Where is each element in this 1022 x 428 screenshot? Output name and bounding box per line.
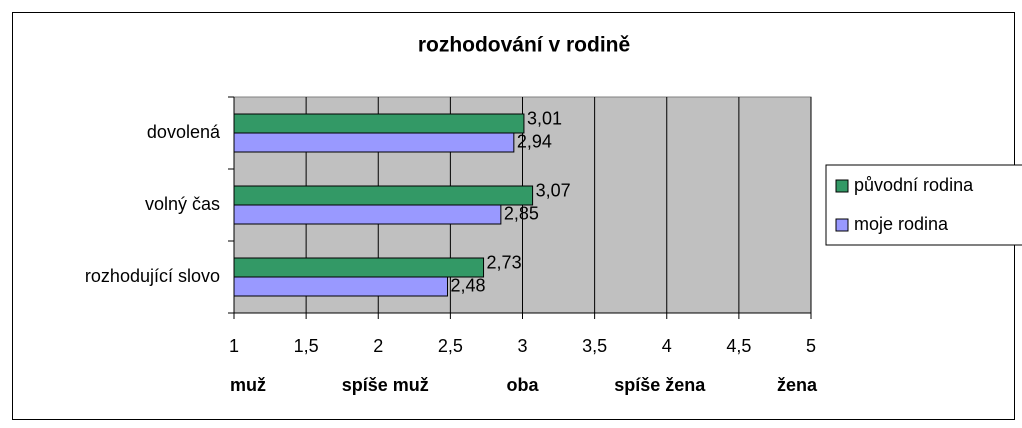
x-tick-label: 1,5 xyxy=(294,336,319,356)
x-axis-label: žena xyxy=(777,375,818,395)
x-axis-label: spíše muž xyxy=(342,375,429,395)
x-tick-label: 4,5 xyxy=(726,336,751,356)
legend-swatch xyxy=(835,218,849,232)
x-tick-label: 2 xyxy=(373,336,383,356)
x-tick-label: 2,5 xyxy=(438,336,463,356)
legend-swatch xyxy=(835,179,849,193)
chart-title: rozhodování v rodině xyxy=(418,34,630,57)
legend-label: původní rodina xyxy=(854,175,974,195)
legend-label: moje rodina xyxy=(854,214,949,234)
data-label: 2,85 xyxy=(504,203,539,223)
x-axis-label: spíše žena xyxy=(614,375,706,395)
data-label: 2,73 xyxy=(487,252,522,272)
bar xyxy=(233,113,525,134)
bar xyxy=(233,185,534,206)
legend xyxy=(825,164,1022,246)
x-tick-label: 4 xyxy=(662,336,672,356)
x-tick-label: 3 xyxy=(517,336,527,356)
bar xyxy=(233,276,448,297)
y-tick-label: dovolená xyxy=(147,122,221,142)
x-tick-label: 1 xyxy=(229,336,239,356)
data-label: 3,07 xyxy=(536,180,571,200)
data-label: 3,01 xyxy=(527,108,562,128)
bar xyxy=(233,132,515,153)
x-tick-label: 3,5 xyxy=(582,336,607,356)
x-axis-label: muž xyxy=(230,375,266,395)
data-label: 2,94 xyxy=(517,131,552,151)
x-axis-label: oba xyxy=(506,375,539,395)
y-tick-label: volný čas xyxy=(145,194,220,214)
y-tick-label: rozhodující slovo xyxy=(85,266,220,286)
data-label: 2,48 xyxy=(450,275,485,295)
bar xyxy=(233,257,485,278)
bar xyxy=(233,204,502,225)
x-tick-label: 5 xyxy=(806,336,816,356)
